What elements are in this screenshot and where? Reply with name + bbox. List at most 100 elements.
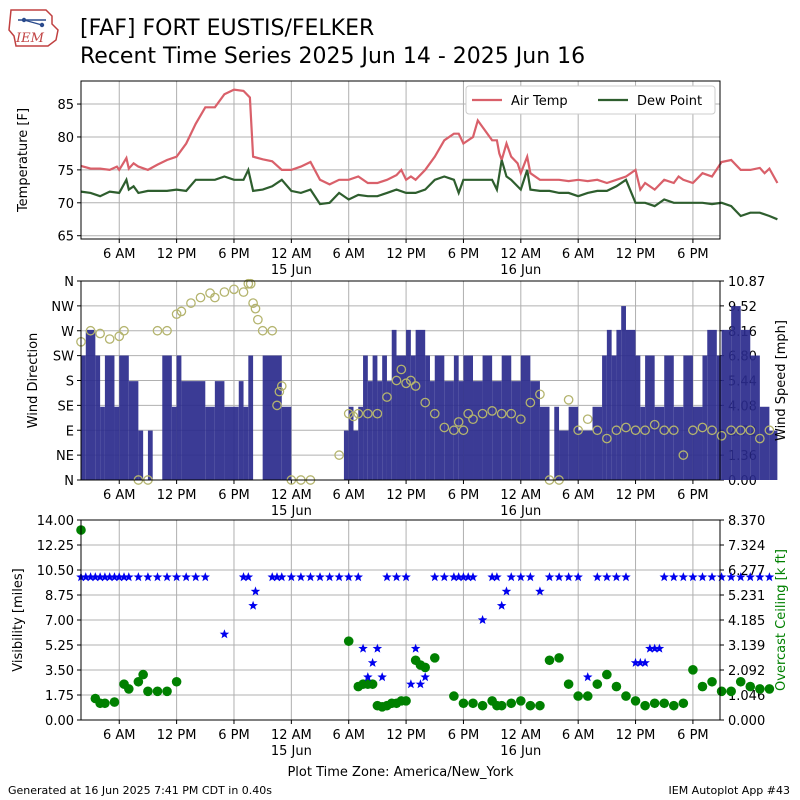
visibility-point <box>243 572 254 582</box>
visibility-point <box>382 572 392 582</box>
wind-speed-bar <box>358 406 364 480</box>
visibility-point <box>449 572 459 582</box>
ceiling-point <box>401 696 411 706</box>
wind-direction-point <box>463 408 474 419</box>
wind-speed-bar <box>181 381 206 480</box>
wind-direction-point <box>353 408 364 419</box>
visibility-point <box>506 572 516 582</box>
wind-direction-point <box>453 417 464 427</box>
wind-direction-point <box>468 414 478 425</box>
x-tick-label: 12 AM <box>500 247 541 262</box>
wind-speed-bar <box>429 381 435 480</box>
visibility-point <box>104 572 115 582</box>
wind-direction-point <box>272 400 282 411</box>
x-tick-label: 12 PM <box>386 488 426 503</box>
ceiling-point <box>535 700 545 711</box>
wind-speed-bar <box>343 430 349 480</box>
wind-direction-point <box>114 331 125 342</box>
ceiling-point <box>133 676 144 687</box>
x-tick-label: 12 AM <box>271 247 312 262</box>
visibility-point <box>358 643 368 653</box>
x-tick-label: 6 PM <box>677 728 708 743</box>
wind-speed-bar <box>559 430 569 480</box>
visibility-point <box>219 629 230 639</box>
ceiling-point <box>496 700 507 711</box>
wind-speed-bar <box>769 430 778 480</box>
wind-speed-bar <box>635 355 641 480</box>
ceiling-point <box>688 665 698 675</box>
ceiling-point <box>592 679 603 689</box>
x-tick-label: 12 PM <box>616 488 656 503</box>
wind-direction-point <box>382 392 392 402</box>
ceiling-point <box>726 686 736 697</box>
wind-speed-bar <box>458 381 464 480</box>
ceiling-point <box>659 698 670 709</box>
x-tick-label: 6 PM <box>448 488 479 503</box>
ceiling-point <box>707 676 717 687</box>
wind-speed-bar <box>100 406 105 480</box>
y-tick-label: SE <box>58 399 74 414</box>
visibility-point <box>124 572 134 582</box>
wind-direction-point <box>348 411 359 422</box>
wind-speed-bar <box>243 406 249 480</box>
x-tick-label: 6 AM <box>332 247 365 262</box>
chart-title-line1: [FAF] FORT EUSTIS/FELKER <box>80 16 375 41</box>
x-tick-label: 6 PM <box>677 247 708 262</box>
wind-speed-bar <box>482 355 493 480</box>
wind-speed-bar <box>640 406 646 480</box>
x-tick-label: 12 PM <box>157 728 197 743</box>
wind-speed-bar <box>415 329 426 480</box>
visibility-point <box>143 572 153 582</box>
ceiling-point <box>582 691 593 701</box>
y-tick-label: NE <box>56 449 74 464</box>
wind-direction-point <box>396 364 407 375</box>
wind-speed-bar <box>530 381 540 480</box>
visibility-point <box>635 657 646 667</box>
visibility-point <box>640 657 650 667</box>
wind-speed-bar <box>721 329 732 480</box>
y-axis-label: Visibility [miles] <box>11 568 26 671</box>
y-axis-label: Wind Direction <box>26 333 41 429</box>
wind-direction-point <box>640 425 650 436</box>
x-tick-date-label: 16 Jun <box>500 744 541 759</box>
y-tick-label: 7.00 <box>45 614 74 629</box>
series-line-dew-point <box>80 159 778 221</box>
visibility-point <box>171 572 182 582</box>
x-tick-label: 12 AM <box>271 728 312 743</box>
wind-direction-point <box>439 422 450 433</box>
wind-direction-point <box>267 325 278 336</box>
wind-speed-bar <box>501 355 512 480</box>
wind-speed-bar <box>138 430 144 480</box>
visibility-point <box>353 572 363 582</box>
wind-speed-bar <box>578 430 593 480</box>
visibility-point <box>109 572 120 582</box>
ceiling-point <box>525 700 536 711</box>
wind-direction-point <box>210 292 220 303</box>
y2-tick-label: 5.231 <box>728 589 765 604</box>
ceiling-point <box>716 686 727 697</box>
y-tick-label: 65 <box>57 230 74 245</box>
ceiling-point <box>630 696 641 706</box>
y-tick-label: SW <box>53 350 74 365</box>
visibility-point <box>133 572 144 582</box>
visibility-point <box>630 657 641 667</box>
wind-speed-bar <box>654 406 665 480</box>
wind-speed-bar <box>625 329 636 480</box>
y2-tick-label: 1.046 <box>728 689 765 704</box>
visibility-point <box>162 572 172 582</box>
y2-tick-label: 10.87 <box>728 275 765 290</box>
visibility-point <box>554 572 564 582</box>
wind-direction-point <box>274 386 285 397</box>
visibility-point <box>100 572 110 582</box>
wind-speed-bar <box>382 355 387 480</box>
visibility-point <box>755 572 765 582</box>
wind-direction-point <box>343 408 354 419</box>
x-tick-label: 6 AM <box>562 728 595 743</box>
ceiling-point <box>367 679 378 689</box>
visibility-point <box>296 572 306 582</box>
wind-direction-point <box>119 325 129 336</box>
wind-direction-point <box>152 325 163 336</box>
ceiling-point <box>602 669 612 680</box>
visibility-point <box>272 572 282 582</box>
wind-direction-point <box>195 292 206 303</box>
